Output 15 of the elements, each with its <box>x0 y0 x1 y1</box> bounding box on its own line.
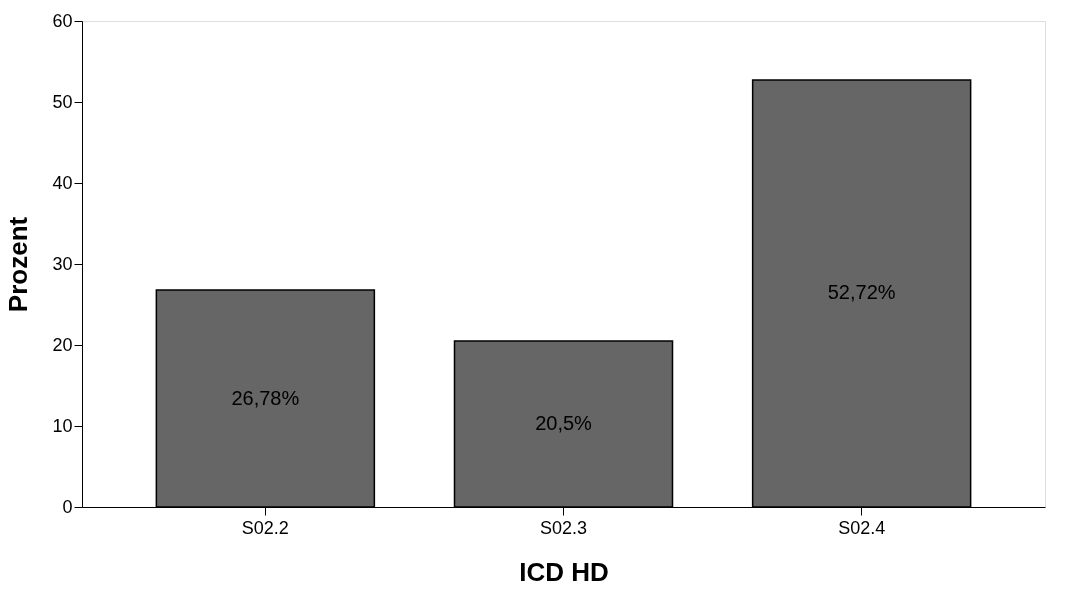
y-tick-label: 0 <box>62 496 73 517</box>
y-axis-title: Prozent <box>3 216 34 313</box>
y-tick-label: 30 <box>52 253 73 274</box>
x-tick-label: S02.3 <box>539 517 588 538</box>
y-tick-label: 50 <box>52 91 73 112</box>
y-tick-label: 40 <box>52 172 73 193</box>
y-tick-label: 60 <box>52 10 73 31</box>
data-label: 52,72% <box>827 281 896 304</box>
y-tick-label: 20 <box>52 334 73 355</box>
x-tick-label: S02.4 <box>838 517 886 538</box>
y-tick-label: 10 <box>52 415 73 436</box>
x-tick-label: S02.2 <box>241 517 289 538</box>
data-label: 26,78% <box>231 386 300 409</box>
data-label: 20,5% <box>535 411 593 434</box>
x-axis-title: ICD HD <box>519 556 609 587</box>
